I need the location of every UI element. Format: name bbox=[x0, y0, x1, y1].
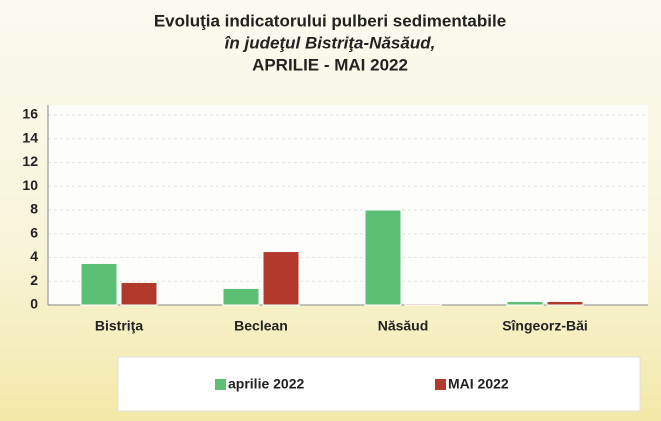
bar bbox=[262, 251, 300, 306]
bar bbox=[404, 303, 442, 306]
y-tick-label: 0 bbox=[30, 296, 38, 312]
bar bbox=[80, 262, 118, 306]
y-tick-label: 4 bbox=[30, 248, 38, 264]
legend-label: aprilie 2022 bbox=[228, 376, 304, 392]
legend-swatch bbox=[435, 379, 446, 390]
y-tick-label: 14 bbox=[22, 129, 38, 145]
x-tick-label: Sîngeorz-Băi bbox=[502, 318, 588, 334]
chart-title: Evoluţia indicatorului pulberi sedimenta… bbox=[154, 11, 506, 30]
plot-area bbox=[48, 105, 648, 305]
legend-label: MAI 2022 bbox=[448, 376, 509, 392]
bar bbox=[120, 281, 158, 306]
y-tick-label: 16 bbox=[22, 106, 38, 122]
bar bbox=[222, 287, 260, 306]
bar bbox=[364, 209, 402, 306]
x-tick-label: Beclean bbox=[234, 318, 288, 334]
y-tick-label: 6 bbox=[30, 224, 38, 240]
bar bbox=[546, 300, 584, 306]
y-tick-label: 12 bbox=[22, 153, 38, 169]
y-tick-label: 10 bbox=[22, 177, 38, 193]
y-tick-label: 2 bbox=[30, 272, 38, 288]
x-tick-label: Năsăud bbox=[378, 318, 429, 334]
chart-subtitle: în judeţul Bistriţa-Năsăud, bbox=[225, 33, 436, 52]
legend-swatch bbox=[215, 379, 226, 390]
y-tick-label: 8 bbox=[30, 201, 38, 217]
x-tick-label: Bistriţa bbox=[95, 318, 143, 334]
bar bbox=[506, 300, 544, 306]
chart-subtitle: APRILIE - MAI 2022 bbox=[252, 55, 408, 74]
legend-box bbox=[117, 356, 641, 412]
